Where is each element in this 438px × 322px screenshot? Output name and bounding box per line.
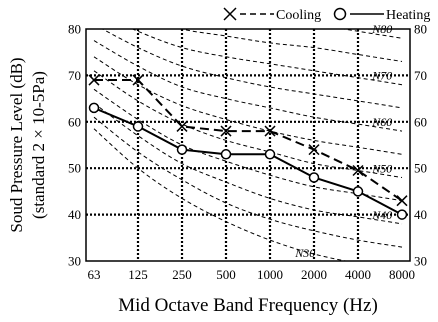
- y-tick-label-right: 80: [414, 22, 427, 37]
- data-point: [308, 172, 320, 183]
- data-point: [396, 209, 408, 220]
- grid-lines: [86, 29, 410, 261]
- y-tick-label-left: 70: [68, 68, 81, 83]
- nc-curve: [93, 128, 349, 261]
- y-tick-label-left: 50: [68, 161, 81, 176]
- x-tick-label: 250: [172, 267, 192, 282]
- data-point: [132, 121, 144, 132]
- plot-frame: [85, 28, 411, 262]
- x-marker-stroke: [352, 164, 364, 177]
- y-tick-label-right: 50: [414, 161, 427, 176]
- x-marker-stroke: [132, 74, 144, 86]
- legend: Cooling Heating: [223, 7, 430, 23]
- data-point: [264, 125, 276, 137]
- x-marker-stroke: [308, 144, 320, 156]
- nc-curve-label: N30: [294, 246, 315, 260]
- y-tick-label-right: 70: [414, 68, 427, 83]
- nc-curve: [93, 56, 403, 155]
- x-tick-label: 1000: [257, 267, 283, 282]
- data-point: [176, 120, 188, 132]
- data-series: [88, 74, 408, 220]
- nc-curve-label: N40: [371, 208, 392, 222]
- legend-marker-heating: [333, 7, 347, 21]
- series-line-cooling: [94, 79, 403, 202]
- x-marker-stroke: [220, 125, 232, 137]
- nc-curve: [93, 70, 403, 178]
- nc-curve-label: N70: [371, 69, 392, 83]
- data-point: [264, 149, 276, 160]
- nc-curve: [93, 102, 403, 225]
- y-tick-label-right: 60: [414, 114, 427, 129]
- x-tick-label: 4000: [345, 267, 371, 282]
- nc-curve-label: N60: [371, 115, 392, 129]
- x-tick-label: 63: [88, 267, 101, 282]
- x-marker-stroke: [223, 7, 237, 21]
- nc-curve: [93, 88, 403, 202]
- series-line-heating: [93, 106, 403, 216]
- x-tick-label: 2000: [301, 267, 327, 282]
- data-point: [176, 144, 188, 155]
- x-marker-stroke: [396, 195, 408, 207]
- nc-curve: [101, 29, 403, 109]
- y-tick-label-right: 30: [414, 254, 427, 269]
- data-point: [88, 74, 100, 86]
- legend-marker-cooling: [223, 7, 237, 21]
- nc-curve-label: N50: [371, 161, 392, 175]
- x-marker-stroke: [264, 125, 276, 137]
- data-point: [396, 195, 408, 207]
- data-point: [220, 149, 232, 160]
- y-axis-label-line2: (standard 2 × 10-5Pa): [29, 71, 48, 219]
- data-point: [88, 102, 100, 114]
- x-marker-stroke: [176, 120, 188, 132]
- data-point: [308, 144, 320, 156]
- y-tick-label-left: 40: [68, 207, 81, 222]
- x-tick-label: 500: [216, 267, 236, 282]
- nc-curve: [179, 29, 403, 62]
- y-axis-label-line1: Soud Pressure Level (dB): [7, 57, 26, 232]
- nc-curves: [93, 0, 403, 261]
- y-tick-label-left: 60: [68, 114, 81, 129]
- legend-label-cooling: Cooling: [276, 8, 321, 23]
- data-point: [220, 125, 232, 137]
- data-point: [132, 74, 144, 86]
- data-point: [352, 186, 364, 197]
- x-tick-label: 8000: [389, 267, 415, 282]
- nc-curve: [94, 0, 402, 15]
- y-tick-label-left: 80: [68, 22, 81, 37]
- nc-curve: [131, 29, 403, 86]
- nc-curve: [93, 40, 403, 132]
- data-point: [352, 164, 364, 177]
- x-marker-stroke: [88, 74, 100, 86]
- x-tick-label: 125: [128, 267, 148, 282]
- y-tick-label-right: 40: [414, 207, 427, 222]
- legend-label-heating: Heating: [386, 8, 430, 23]
- x-axis-label: Mid Octave Band Frequency (Hz): [118, 295, 378, 316]
- y-tick-label-left: 30: [68, 254, 81, 269]
